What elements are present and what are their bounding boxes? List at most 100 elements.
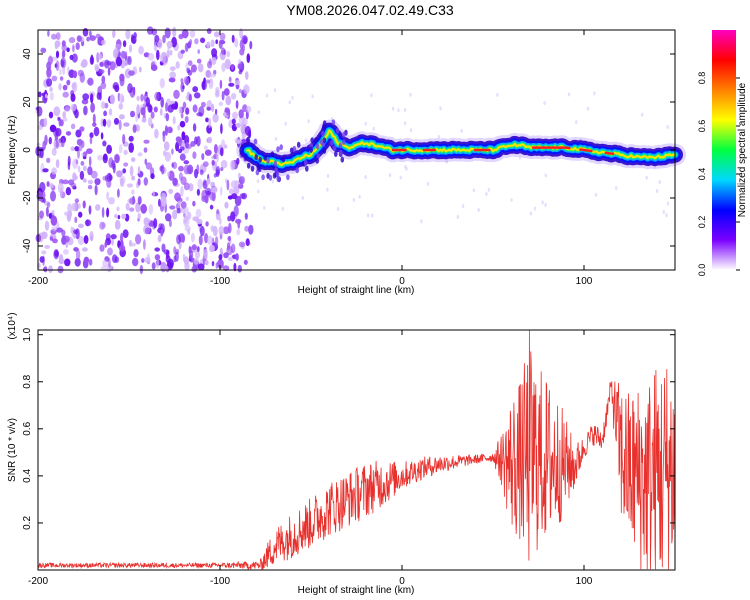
noise-speckle bbox=[420, 219, 423, 224]
noise-blob bbox=[133, 249, 139, 258]
ridge-scatter bbox=[309, 142, 314, 149]
noise-blob bbox=[58, 254, 64, 265]
x-tick-label: 100 bbox=[576, 276, 593, 287]
noise-blob bbox=[177, 200, 182, 206]
noise-blob bbox=[97, 39, 101, 45]
noise-blob bbox=[48, 265, 53, 274]
noise-blob bbox=[82, 165, 87, 172]
ridge-scatter bbox=[289, 147, 294, 154]
noise-blob bbox=[79, 126, 85, 132]
noise-blob bbox=[80, 61, 87, 68]
noise-blob bbox=[160, 261, 167, 273]
ridge-scatter bbox=[295, 167, 300, 174]
noise-blob bbox=[224, 144, 228, 149]
noise-blob bbox=[153, 218, 158, 229]
spectrogram-noise-region bbox=[35, 26, 670, 275]
noise-blob bbox=[189, 250, 194, 260]
noise-speckle bbox=[288, 100, 291, 105]
noise-blob bbox=[77, 148, 80, 159]
ridge-scatter bbox=[342, 139, 346, 145]
colorbar: 0.0 0.2 0.4 0.6 0.8 Normalized spectral ampl… bbox=[697, 30, 748, 276]
noise-blob bbox=[207, 235, 213, 245]
ridge-scatter bbox=[254, 154, 258, 161]
noise-blob bbox=[154, 128, 159, 139]
noise-speckle bbox=[352, 198, 356, 202]
x-tick-label: 100 bbox=[576, 576, 593, 587]
noise-blob bbox=[89, 132, 94, 139]
noise-blob bbox=[108, 174, 113, 181]
ridge-scatter bbox=[322, 120, 327, 127]
noise-blob bbox=[220, 186, 223, 196]
noise-blob bbox=[89, 30, 92, 37]
noise-speckle bbox=[397, 108, 400, 113]
noise-blob bbox=[249, 40, 253, 50]
noise-blob bbox=[62, 111, 66, 119]
noise-blob bbox=[166, 49, 170, 58]
noise-blob bbox=[82, 27, 89, 37]
noise-blob bbox=[223, 88, 230, 96]
noise-blob bbox=[180, 81, 185, 93]
noise-blob bbox=[50, 215, 58, 226]
noise-blob bbox=[138, 45, 144, 55]
noise-blob bbox=[185, 141, 189, 149]
noise-blob bbox=[214, 236, 219, 247]
noise-blob bbox=[185, 196, 189, 201]
noise-blob bbox=[146, 253, 150, 262]
noise-blob bbox=[235, 100, 239, 109]
noise-blob bbox=[193, 92, 201, 99]
ridge-peak bbox=[604, 151, 615, 156]
noise-blob bbox=[195, 208, 202, 218]
noise-blob bbox=[81, 247, 88, 252]
noise-blob bbox=[106, 119, 112, 128]
noise-blob bbox=[232, 111, 238, 120]
noise-blob bbox=[238, 176, 245, 185]
noise-blob bbox=[123, 149, 128, 155]
noise-blob bbox=[219, 32, 226, 41]
noise-blob bbox=[224, 58, 231, 70]
noise-blob bbox=[214, 108, 218, 115]
noise-blob bbox=[230, 93, 237, 100]
noise-blob bbox=[116, 206, 120, 212]
noise-blob bbox=[97, 154, 104, 161]
noise-blob bbox=[165, 102, 168, 112]
noise-blob bbox=[144, 158, 148, 165]
noise-blob bbox=[159, 108, 163, 116]
noise-blob bbox=[62, 50, 66, 58]
noise-speckle bbox=[326, 173, 330, 178]
ridge-scatter bbox=[266, 157, 270, 164]
noise-blob bbox=[233, 205, 239, 217]
noise-blob bbox=[220, 147, 224, 157]
noise-blob bbox=[206, 106, 211, 111]
ridge-peak bbox=[531, 146, 571, 150]
noise-blob bbox=[55, 127, 62, 137]
noise-blob bbox=[92, 113, 96, 125]
noise-blob bbox=[230, 160, 236, 171]
noise-blob bbox=[154, 91, 160, 101]
x-tick-label: -100 bbox=[210, 276, 230, 287]
noise-speckle bbox=[370, 93, 373, 98]
noise-blob bbox=[148, 117, 153, 127]
noise-blob bbox=[241, 123, 245, 128]
noise-blob bbox=[116, 170, 123, 178]
noise-blob bbox=[183, 182, 190, 191]
noise-speckle bbox=[533, 206, 537, 211]
noise-blob bbox=[188, 93, 192, 102]
noise-blob bbox=[175, 61, 180, 69]
noise-blob bbox=[123, 162, 129, 167]
noise-blob bbox=[194, 38, 199, 45]
snr-x-label: Height of straight line (km) bbox=[298, 585, 415, 596]
noise-blob bbox=[90, 170, 98, 179]
noise-blob bbox=[243, 84, 250, 95]
noise-blob bbox=[197, 263, 205, 271]
noise-blob bbox=[154, 247, 160, 252]
noise-blob bbox=[73, 247, 79, 252]
y-tick-label: -20 bbox=[22, 190, 33, 205]
noise-blob bbox=[211, 260, 215, 267]
noise-blob bbox=[217, 259, 224, 269]
noise-blob bbox=[72, 44, 75, 53]
noise-blob bbox=[70, 123, 76, 130]
noise-blob bbox=[168, 170, 175, 181]
noise-speckle bbox=[301, 195, 304, 200]
noise-blob bbox=[51, 75, 58, 82]
noise-blob bbox=[67, 155, 71, 166]
